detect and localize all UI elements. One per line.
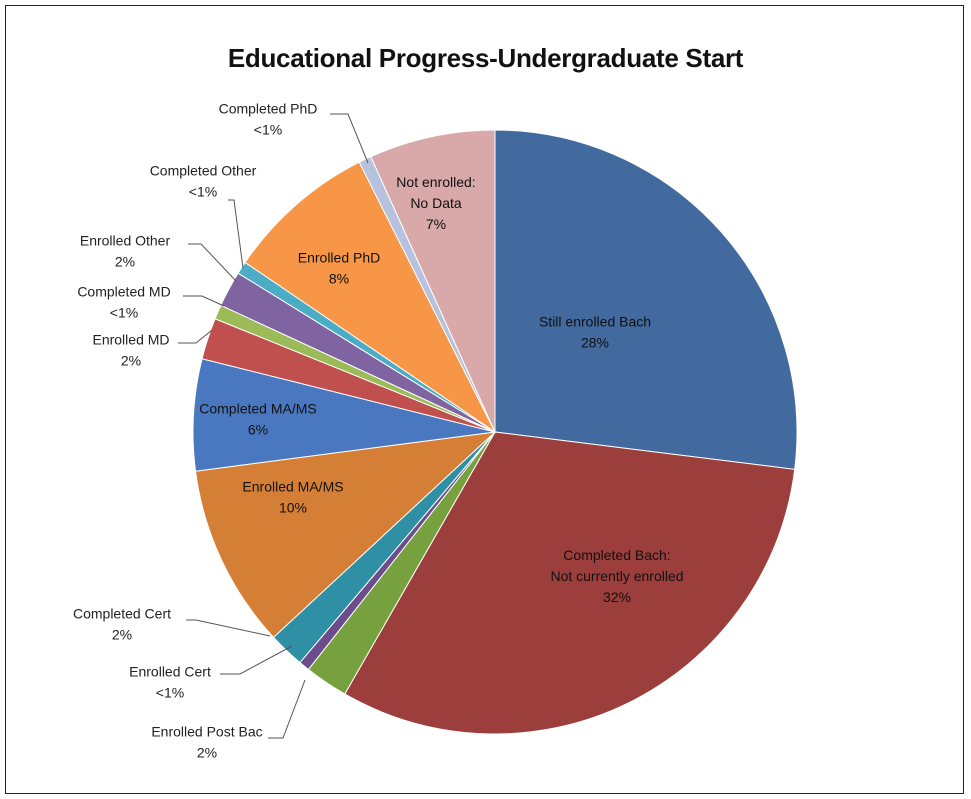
- slice-percent-label: <1%: [156, 685, 184, 701]
- pie-slice: [370, 129, 496, 433]
- slice-label: Not enrolled: No Data 7%: [396, 174, 475, 232]
- slice-name-label: Enrolled MD: [92, 332, 169, 348]
- slice-label: Completed Cert 2%: [73, 606, 271, 643]
- slice-label: Enrolled PhD 8%: [298, 250, 381, 287]
- pie-slice: [344, 431, 796, 735]
- slice-label: Completed Other <1%: [150, 163, 257, 269]
- slice-label: Still enrolled Bach 28%: [539, 314, 651, 351]
- slice-label: Enrolled Post Bac 2%: [151, 679, 306, 761]
- leader-line: [186, 619, 271, 637]
- slice-percent-label: 6%: [248, 422, 268, 438]
- slice-percent-label: 7%: [426, 216, 446, 232]
- slice-name-label: Completed Bach:: [563, 547, 670, 563]
- slice-percent-label: <1%: [254, 122, 282, 138]
- slice-percent-label: 2%: [197, 745, 217, 761]
- chart-title: Educational Progress-Undergraduate Start: [227, 43, 744, 73]
- slice-name-label: Enrolled PhD: [298, 250, 381, 266]
- slice-name-label: Completed Cert: [73, 606, 171, 622]
- slice-label: Enrolled MA/MS 10%: [242, 479, 343, 516]
- slice-name-label: Enrolled Cert: [129, 664, 211, 680]
- leader-line: [183, 295, 225, 307]
- slice-percent-label: 2%: [112, 627, 132, 643]
- slice-name-label: Not enrolled:: [396, 174, 475, 190]
- slice-name-label: Not currently enrolled: [550, 568, 683, 584]
- slice-label: Enrolled Cert <1%: [129, 645, 293, 701]
- slice-label: Completed Bach: Not currently enrolled 32%: [550, 547, 683, 605]
- slice-percent-label: 8%: [329, 271, 349, 287]
- leader-line: [220, 645, 293, 675]
- pie-slice: [494, 129, 798, 470]
- leader-line: [188, 243, 237, 282]
- slice-name-label: Completed Other: [150, 163, 257, 179]
- slice-label: Completed MA/MS 6%: [199, 401, 316, 438]
- slice-percent-label: 28%: [581, 335, 609, 351]
- slice-name-label: No Data: [410, 195, 462, 211]
- slice-name-label: Completed MA/MS: [199, 401, 316, 417]
- slice-percent-label: 32%: [603, 589, 631, 605]
- slice-percent-label: 2%: [121, 353, 141, 369]
- leader-line: [228, 199, 244, 269]
- slice-name-label: Enrolled Other: [80, 233, 171, 249]
- slice-percent-label: <1%: [110, 305, 138, 321]
- slice-name-label: Enrolled MA/MS: [242, 479, 343, 495]
- pie-slice: [244, 161, 497, 434]
- slice-name-label: Completed MD: [77, 284, 170, 300]
- slice-label: Enrolled MD 2%: [92, 329, 213, 369]
- slice-label: Completed MD <1%: [77, 284, 225, 321]
- leader-line: [178, 329, 213, 344]
- slice-name-label: Enrolled Post Bac: [151, 724, 262, 740]
- slice-percent-label: 10%: [279, 500, 307, 516]
- slice-label: Completed PhD <1%: [219, 101, 369, 164]
- pie-slice: [194, 431, 497, 639]
- slice-label: Enrolled Other 2%: [80, 233, 237, 282]
- slice-percent-label: 2%: [115, 254, 135, 270]
- leader-line: [330, 113, 369, 164]
- slice-name-label: Completed PhD: [219, 101, 318, 117]
- slice-name-label: Still enrolled Bach: [539, 314, 651, 330]
- leader-line: [268, 679, 306, 739]
- slice-percent-label: <1%: [189, 184, 217, 200]
